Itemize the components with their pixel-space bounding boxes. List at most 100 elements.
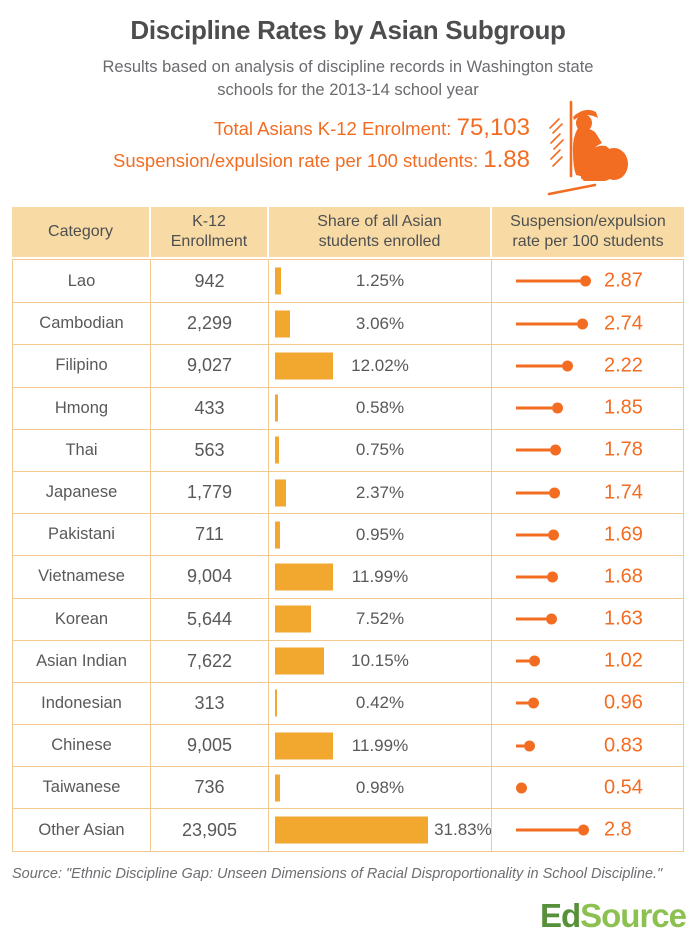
table-row: Filipino 9,027 12.02% 2.22 — [13, 344, 683, 387]
rate-value: 2.87 — [604, 269, 643, 292]
enrollment-cell: 5,644 — [150, 598, 268, 640]
rate-value: 1.02 — [604, 649, 643, 672]
table-row: Thai 563 0.75% 1.78 — [13, 428, 683, 471]
category-cell: Pakistani — [13, 514, 150, 555]
enrollment-value: 5,644 — [186, 608, 233, 629]
enrollment-cell: 9,004 — [150, 556, 268, 598]
rate-cell: 2.87 — [491, 260, 683, 303]
enrollment-value: 7,622 — [186, 650, 233, 671]
share-label: 2.37% — [355, 482, 405, 502]
category-label: Other Asian — [38, 820, 125, 839]
lollipop-line — [516, 364, 563, 368]
rate-lollipop — [516, 655, 541, 667]
lollipop-line — [516, 659, 530, 663]
table-row: Chinese 9,005 11.99% 0.83 — [13, 724, 683, 767]
share-bar — [275, 605, 312, 633]
rate-lollipop — [516, 613, 557, 625]
category-cell: Thai — [13, 430, 150, 471]
rate-cell: 0.96 — [491, 682, 683, 725]
table-row: Taiwanese 736 0.98% 0.54 — [13, 766, 683, 809]
share-cell: 0.75% — [268, 429, 491, 471]
rate-cell: 1.02 — [491, 640, 683, 682]
share-cell: 0.95% — [268, 514, 491, 556]
rate-cell: 2.74 — [491, 303, 683, 345]
share-bar — [275, 774, 280, 802]
share-bar — [275, 521, 280, 549]
table-row: Other Asian 23,905 31.83% 2.8 — [13, 808, 683, 851]
share-label: 10.15% — [351, 651, 409, 671]
enrollment-value: 23,905 — [181, 819, 238, 840]
share-cell: 0.98% — [268, 767, 491, 809]
header-share: Share of all Asian students enrolled — [267, 207, 490, 257]
rate-lollipop — [516, 697, 539, 709]
share-label: 7.52% — [355, 609, 405, 629]
share-label: 11.99% — [351, 735, 409, 755]
category-label: Cambodian — [39, 314, 124, 333]
enrollment-value: 9,005 — [186, 735, 233, 756]
rate-cell: 0.83 — [491, 725, 683, 767]
header-rate: Suspension/expulsion rate per 100 studen… — [490, 207, 684, 257]
lollipop-dot-icon — [550, 444, 562, 456]
enrollment-cell: 563 — [150, 429, 268, 471]
rate-value: 2.8 — [604, 818, 632, 841]
category-label: Asian Indian — [36, 651, 127, 670]
share-label: 11.99% — [351, 566, 409, 586]
rate-lollipop — [516, 487, 560, 499]
lollipop-dot-icon — [578, 824, 590, 836]
category-label: Lao — [67, 271, 96, 290]
discipline-table: Category K-12 Enrollment Share of all As… — [12, 207, 684, 852]
header-category: Category — [12, 207, 149, 257]
total-enrolment-value: 75,103 — [456, 114, 530, 141]
table-row: Hmong 433 0.58% 1.85 — [13, 386, 683, 429]
share-bar — [275, 732, 333, 760]
overall-rate-value: 1.88 — [483, 146, 530, 173]
category-label: Filipino — [55, 356, 108, 375]
rate-cell: 2.8 — [491, 809, 683, 851]
share-cell: 0.58% — [268, 387, 491, 429]
edsource-logo-source: Source — [580, 897, 687, 934]
lollipop-dot-icon — [546, 613, 557, 625]
lollipop-dot-icon — [552, 402, 563, 414]
rate-lollipop — [516, 360, 574, 372]
table-row: Asian Indian 7,622 10.15% 1.02 — [13, 639, 683, 682]
category-label: Vietnamese — [38, 567, 125, 586]
share-cell: 31.83% — [268, 809, 492, 851]
edsource-logo-ed: Ed — [539, 897, 581, 934]
rate-lollipop — [516, 444, 562, 456]
rate-value: 1.63 — [604, 607, 643, 630]
category-label: Pakistani — [48, 525, 115, 544]
enrollment-cell: 433 — [150, 387, 268, 429]
lollipop-dot-icon — [580, 275, 592, 287]
lollipop-dot-icon — [576, 318, 588, 330]
enrollment-value: 313 — [194, 692, 225, 713]
lollipop-line — [516, 744, 524, 748]
rate-cell: 1.74 — [491, 471, 683, 514]
edsource-logo: EdSource — [539, 897, 687, 935]
enrollment-value: 942 — [194, 270, 225, 291]
category-cell: Filipino — [13, 345, 150, 386]
rate-lollipop — [516, 529, 559, 541]
lollipop-line — [516, 279, 581, 283]
total-enrolment-stat: Total Asians K-12 Enrolment: 75,103 — [113, 112, 530, 144]
table-row: Pakistani 711 0.95% 1.69 — [13, 513, 683, 556]
share-label: 12.02% — [351, 355, 409, 375]
rate-value: 2.74 — [604, 312, 643, 335]
overall-rate-stat: Suspension/expulsion rate per 100 studen… — [113, 144, 530, 176]
category-label: Taiwanese — [42, 778, 121, 797]
share-label: 0.58% — [355, 398, 405, 418]
share-cell: 11.99% — [268, 556, 491, 598]
enrollment-cell: 23,905 — [150, 809, 268, 851]
category-cell: Japanese — [13, 472, 150, 513]
rate-value: 1.68 — [604, 565, 643, 588]
enrollment-value: 736 — [194, 777, 225, 798]
lollipop-dot-icon — [527, 697, 539, 709]
enrollment-cell: 9,005 — [150, 725, 268, 767]
category-label: Hmong — [54, 398, 109, 417]
share-cell: 3.06% — [268, 303, 491, 345]
table-row: Indonesian 313 0.42% 0.96 — [13, 681, 683, 725]
rate-value: 1.78 — [604, 438, 643, 461]
table-row: Korean 5,644 7.52% 1.63 — [13, 597, 683, 640]
rate-cell: 1.68 — [491, 556, 683, 598]
category-label: Korean — [54, 609, 109, 628]
rate-value: 0.54 — [604, 776, 643, 799]
